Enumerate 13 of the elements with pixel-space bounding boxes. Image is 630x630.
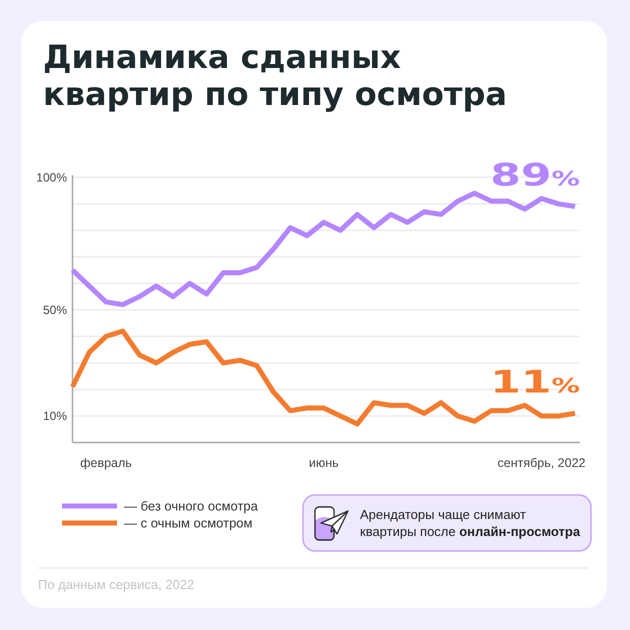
chart-title: Динамика сданных квартир по типу осмотра xyxy=(43,38,507,113)
data-label: 11% xyxy=(490,364,580,400)
x-tick-label: июнь xyxy=(308,456,339,470)
y-tick-label: 100% xyxy=(36,170,68,184)
x-tick-label: февраль xyxy=(80,456,132,470)
x-tick-label: сентябрь, 2022 xyxy=(498,456,586,470)
y-tick-label: 50% xyxy=(42,303,68,318)
text: Арендаторы чаще снимают квартиры после онлайн-просмотра xyxy=(360,507,581,539)
data-label: 89% xyxy=(490,156,580,193)
legend-label: — с очным осмотром xyxy=(124,516,253,531)
y-tick-label: 10% xyxy=(42,409,68,424)
legend-label: — без очного осмотра xyxy=(124,498,259,514)
text: По данным сервиса, 2022 xyxy=(38,577,194,592)
